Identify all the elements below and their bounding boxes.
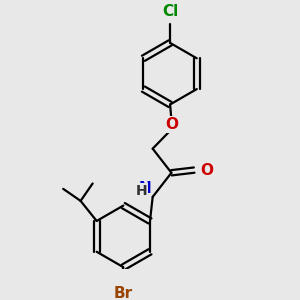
Text: N: N — [139, 181, 151, 196]
Text: Br: Br — [114, 286, 133, 300]
Text: O: O — [200, 163, 213, 178]
Text: H: H — [136, 184, 147, 198]
Text: Cl: Cl — [162, 4, 178, 19]
Text: O: O — [165, 117, 178, 132]
